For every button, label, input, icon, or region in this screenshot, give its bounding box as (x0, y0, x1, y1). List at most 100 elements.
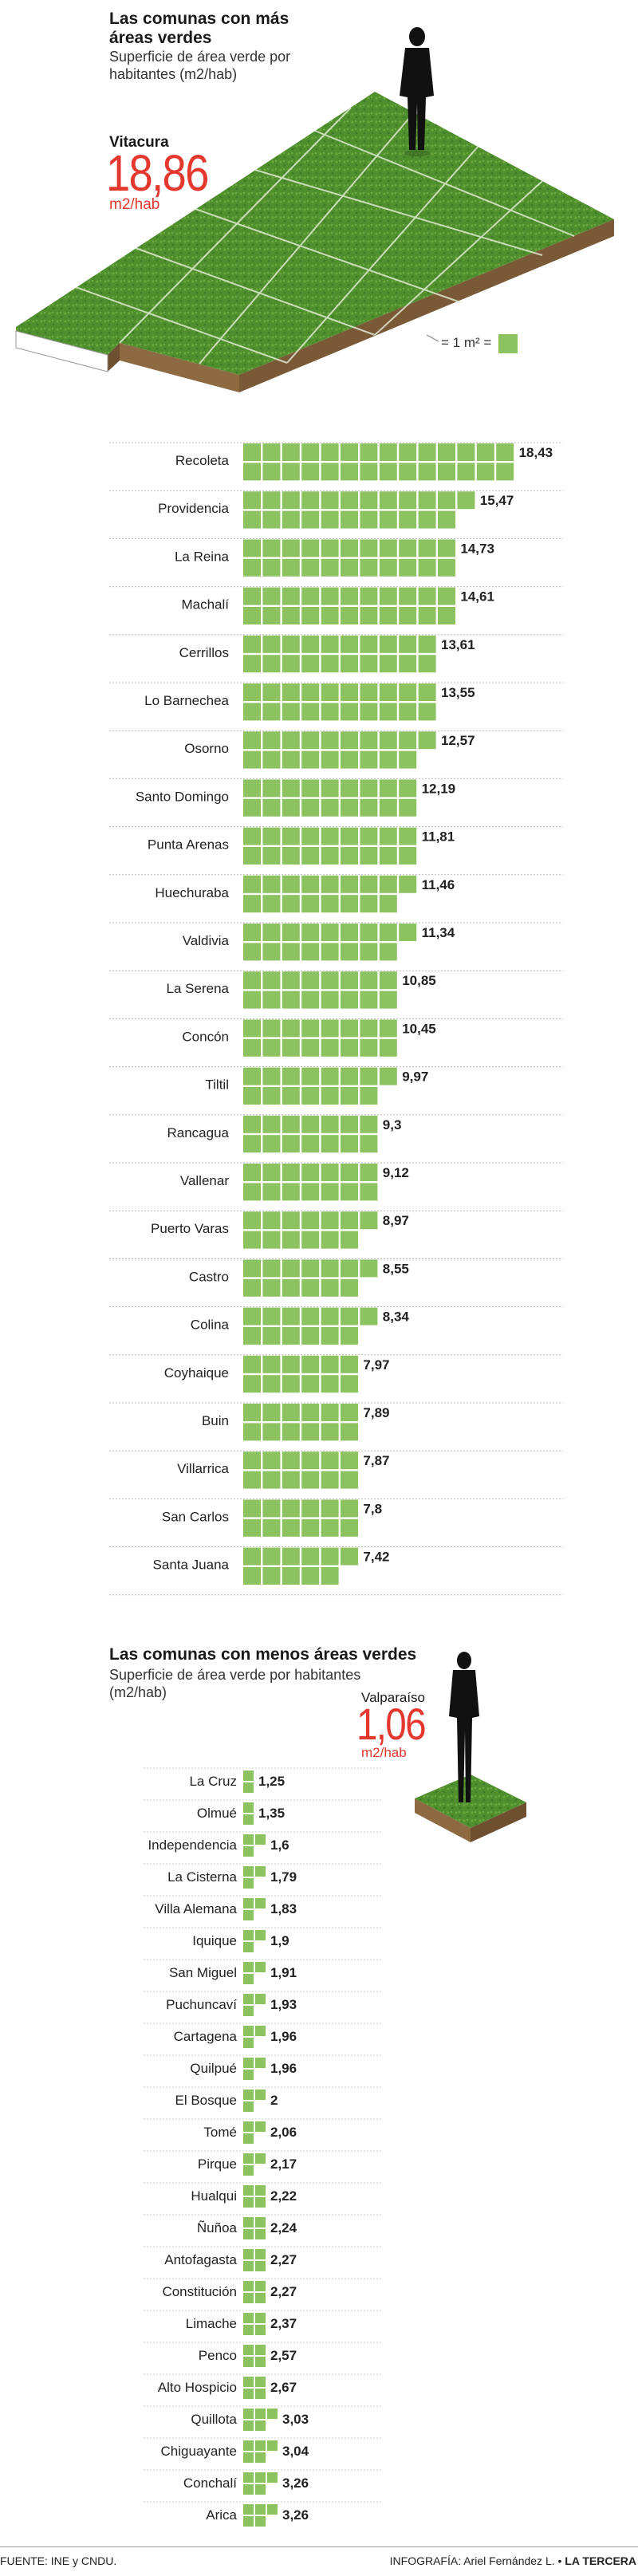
bar-square (262, 655, 281, 673)
bar-square (301, 1278, 320, 1297)
bar-square (379, 895, 397, 913)
bar-square (321, 991, 339, 1009)
bar-square (360, 750, 378, 769)
category-label: Puerto Varas (151, 1221, 229, 1236)
bar-square (399, 750, 417, 769)
bar-square (262, 1087, 281, 1105)
bar-square (262, 895, 281, 913)
highlight-top-value: 18,86 (106, 144, 209, 202)
section2-title: Las comunas con menos áreas verdes (109, 1645, 417, 1664)
bar-square (262, 1115, 281, 1133)
bar-square (379, 731, 397, 750)
bar-square (243, 2058, 254, 2068)
bar-square (243, 1878, 254, 1889)
bar-square (301, 1211, 320, 1230)
bar-square (399, 827, 417, 845)
bar-square (341, 1115, 358, 1133)
bar-square (301, 1067, 320, 1085)
bar-square (243, 2197, 254, 2208)
bar-square (438, 558, 455, 577)
bar-square (255, 2409, 266, 2419)
bar-square (360, 875, 378, 893)
bar-square (399, 924, 417, 941)
bar-square (282, 1259, 300, 1278)
bar-square (321, 827, 339, 845)
bar-square (243, 2006, 254, 2016)
bar-square (360, 1307, 378, 1325)
category-label: Villa Alemana (155, 1901, 237, 1916)
bar-square (321, 1404, 339, 1421)
bar-square (379, 779, 397, 798)
bar-square (262, 991, 281, 1009)
bar-square (476, 463, 494, 481)
bar-square (282, 875, 300, 893)
bar-square (243, 1942, 254, 1952)
bar-square (301, 539, 320, 557)
bar-square (262, 798, 281, 817)
bar-square (255, 1930, 266, 1940)
bar-square (418, 491, 436, 510)
bar-square (341, 1404, 358, 1421)
bar-square (243, 1471, 261, 1489)
category-label: Rancagua (167, 1125, 229, 1140)
bar-square (255, 2153, 266, 2164)
value-label: 2,27 (270, 2284, 297, 2299)
bar-square (262, 1567, 281, 1585)
bar-square (301, 1518, 320, 1537)
bar-square (282, 1451, 300, 1470)
bar-square (243, 1259, 261, 1278)
bar-square (399, 847, 417, 865)
category-label: Chiguayante (161, 2444, 237, 2459)
bar-square (243, 2090, 254, 2100)
bar-square (243, 1404, 261, 1421)
category-label: Coyhaique (164, 1365, 229, 1381)
bar-square (282, 1019, 300, 1038)
bar-square (341, 1164, 358, 1181)
bar-square (438, 491, 455, 510)
category-label: Osorno (184, 741, 229, 756)
bar-square (282, 703, 300, 721)
bar-square (301, 635, 320, 653)
bar-square (321, 1087, 339, 1105)
bar-square (243, 510, 261, 529)
bar-square (301, 1087, 320, 1105)
category-label: Constitución (162, 2284, 237, 2299)
bar-square (255, 2440, 266, 2451)
bar-square (341, 683, 358, 701)
value-label: 18,43 (519, 445, 553, 460)
bar-square (243, 2345, 254, 2355)
category-label: Alto Hospicio (158, 2380, 237, 2395)
bar-square (341, 635, 358, 653)
bar-square (379, 1038, 397, 1057)
bar-square (341, 607, 358, 624)
bar-square (321, 1115, 339, 1133)
footer-divider (0, 2546, 638, 2547)
bar-square (399, 558, 417, 577)
bar-square (438, 607, 455, 624)
page-subtitle: Superficie de área verde por habitantes … (109, 49, 291, 82)
bar-square (282, 539, 300, 557)
bar-square (262, 703, 281, 721)
bar-square (457, 463, 475, 481)
bar-square (341, 750, 358, 769)
bar-square (341, 827, 358, 845)
bar-square (301, 1019, 320, 1038)
bar-square (243, 1278, 261, 1297)
value-label: 13,61 (441, 637, 475, 652)
category-label: La Cisterna (167, 1869, 237, 1885)
bar-square (301, 1375, 320, 1393)
bar-square (438, 463, 455, 481)
bar-square (438, 443, 455, 461)
bar-square (243, 2217, 254, 2227)
bar-square (282, 847, 300, 865)
bar-square (379, 943, 397, 961)
bar-square (301, 895, 320, 913)
bar-square (360, 1164, 378, 1181)
bar-square (379, 635, 397, 653)
category-label: San Carlos (162, 1509, 229, 1524)
bar-square (282, 1567, 300, 1585)
bar-square (262, 491, 281, 510)
person-silhouette-icon (449, 1652, 479, 1802)
value-label: 3,03 (282, 2412, 309, 2427)
bar-square (243, 703, 261, 721)
